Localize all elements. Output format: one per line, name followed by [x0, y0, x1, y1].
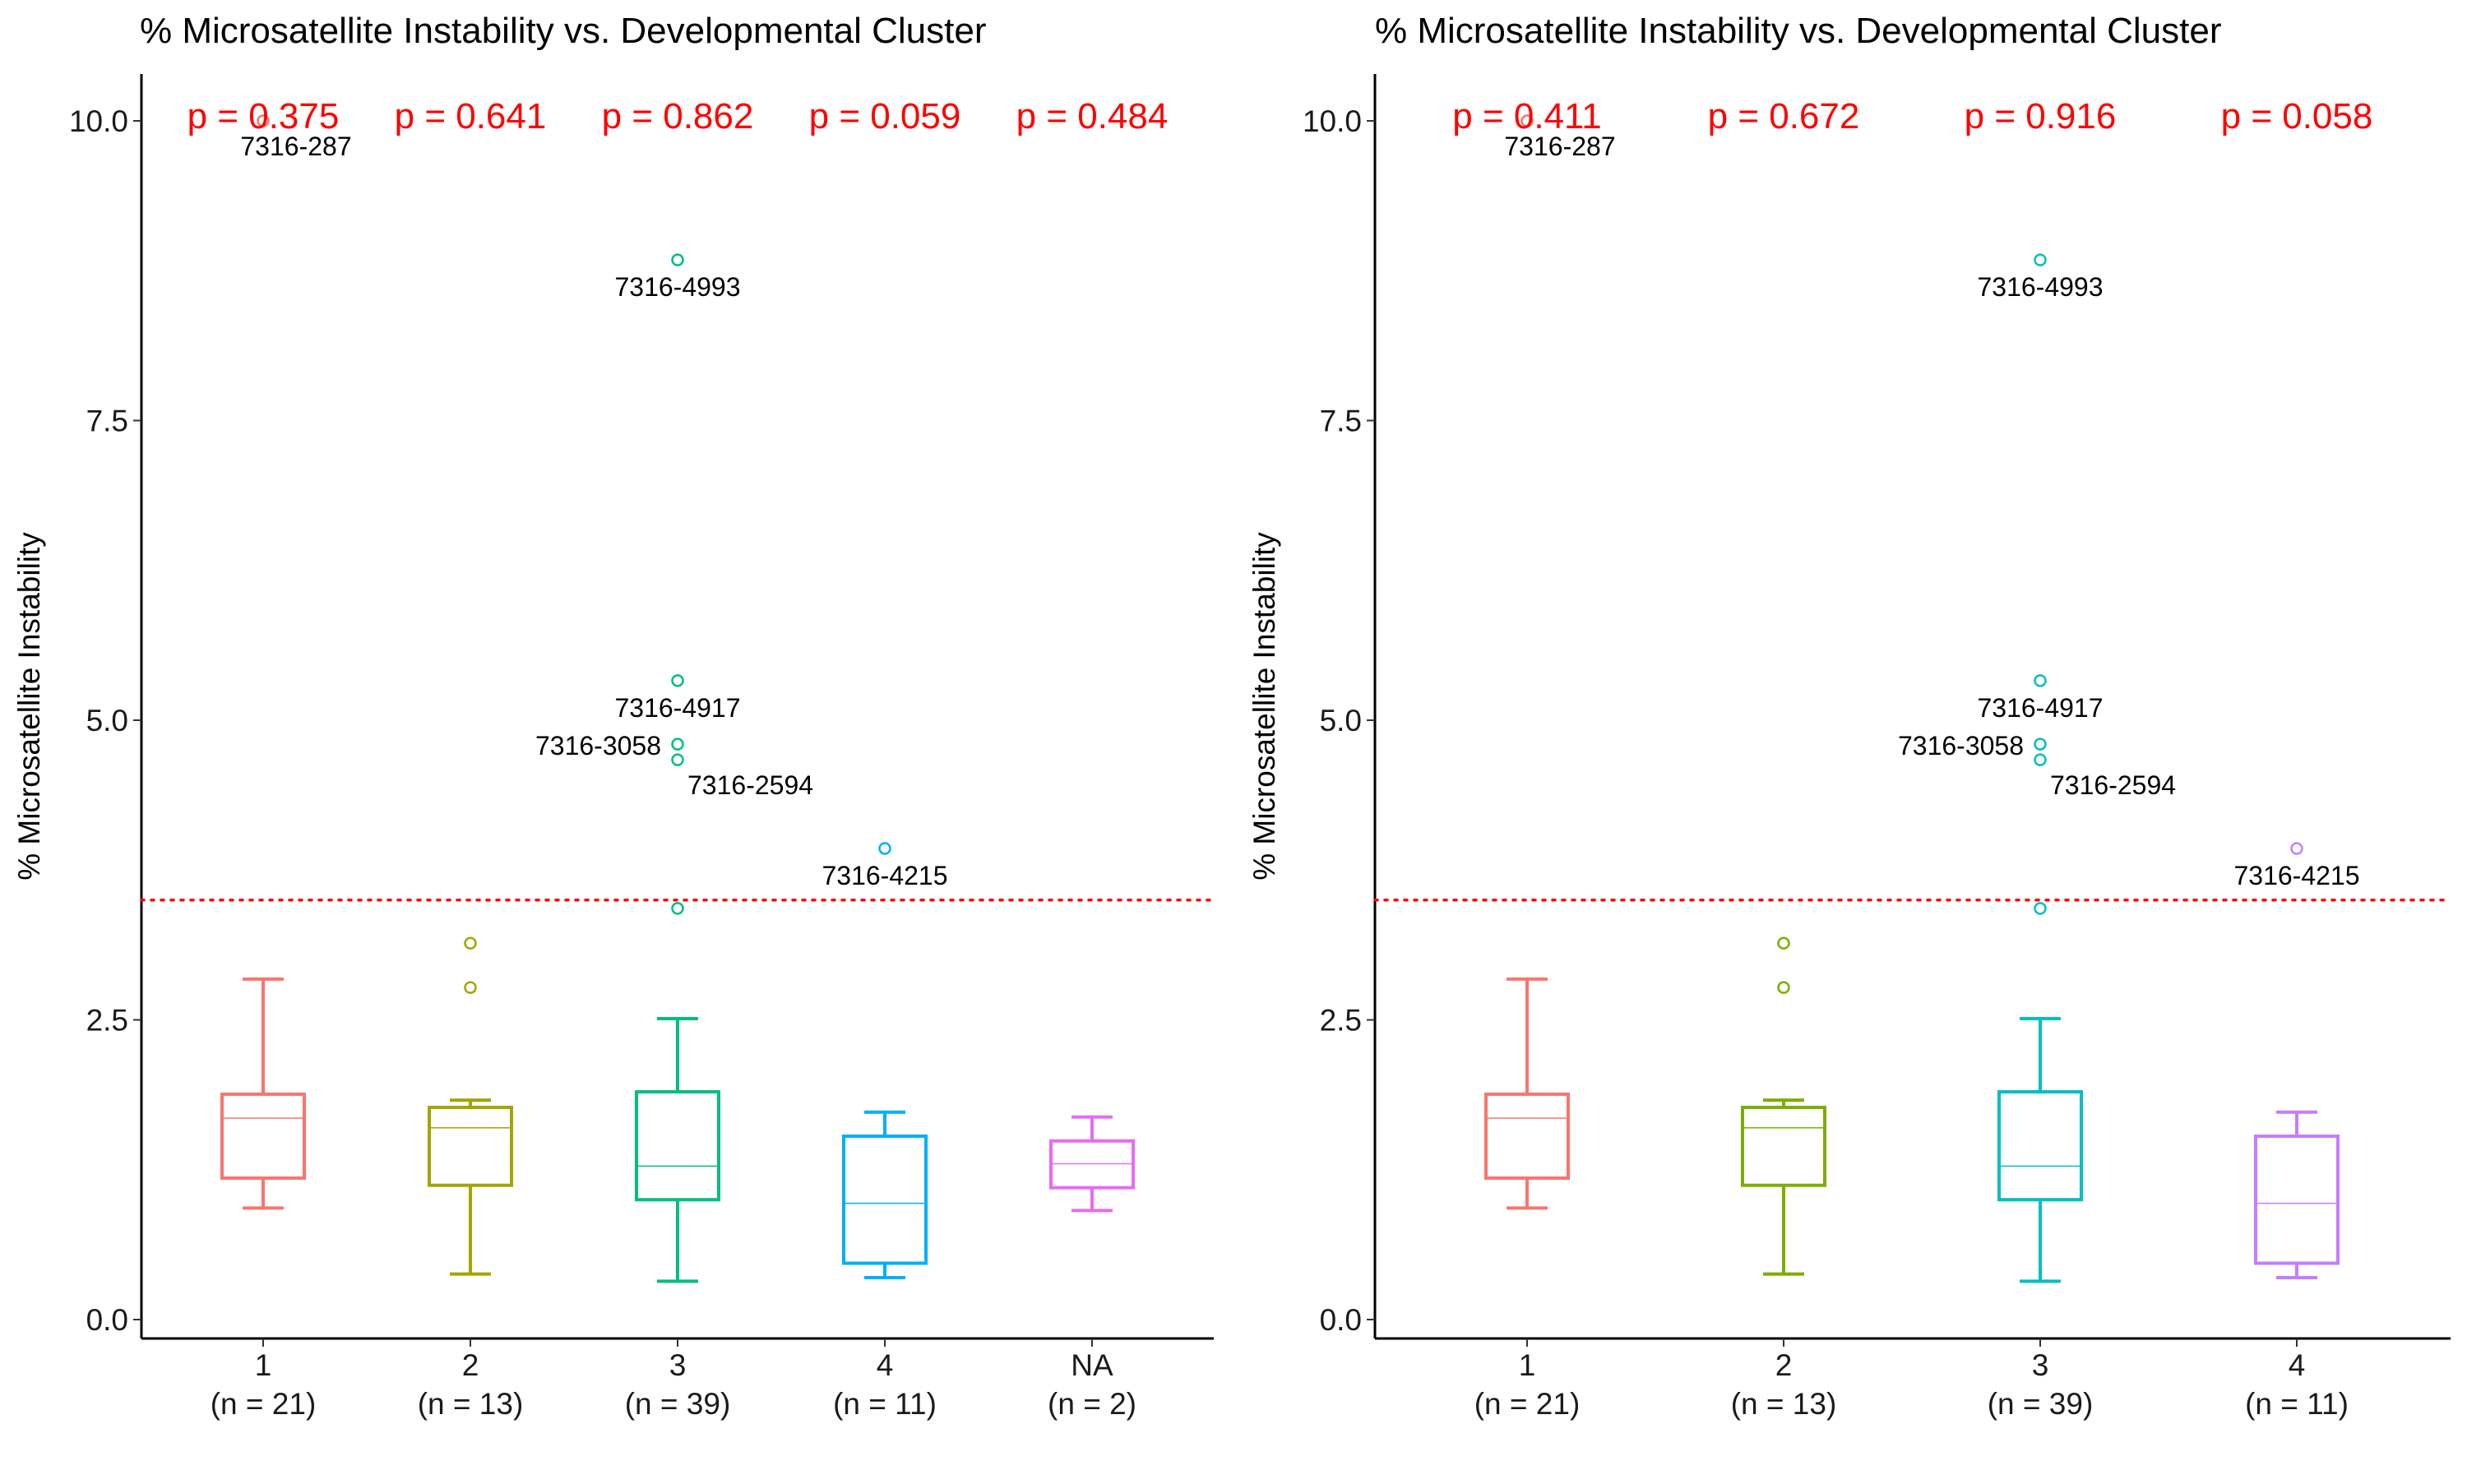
y-axis-title: % Microsatellite Instability — [1247, 532, 1281, 881]
y-tick-label: 2.5 — [86, 1004, 128, 1038]
box-body — [635, 1089, 720, 1202]
x-tick-label: 4 — [2289, 1348, 2306, 1382]
point-label: 7316-2594 — [687, 770, 813, 800]
outlier-point — [878, 842, 891, 855]
chart-panel-2: % Microsatellite Instability vs. Develop… — [1247, 11, 2452, 1421]
y-tick-label: 5.0 — [86, 704, 128, 737]
box-body — [2254, 1134, 2340, 1265]
x-tick-count: (n = 21) — [1474, 1387, 1581, 1421]
box-body — [428, 1105, 513, 1187]
y-tick-label: 7.5 — [1320, 405, 1362, 438]
box-category-2 — [428, 1098, 513, 1276]
point-label: 7316-4215 — [822, 861, 947, 890]
outlier-point — [671, 737, 684, 751]
x-tick-count: (n = 39) — [1988, 1387, 2094, 1421]
y-tick-label: 0.0 — [1320, 1303, 1362, 1337]
point-label: 7316-3058 — [1898, 731, 2024, 760]
box-category-2 — [1741, 1098, 1826, 1276]
point-label: 7316-4993 — [614, 272, 740, 302]
point-label: 7316-3058 — [535, 731, 661, 760]
chart-title: % Microsatellite Instability vs. Develop… — [140, 11, 987, 51]
point-label: 7316-2594 — [2050, 770, 2176, 800]
chart-panel-1: % Microsatellite Instability vs. Develop… — [12, 11, 1215, 1421]
outlier-point — [1520, 114, 1534, 127]
outlier-point — [2034, 253, 2047, 266]
box-category-3 — [635, 1017, 720, 1283]
x-tick-label: 2 — [1775, 1348, 1793, 1382]
box-category-3 — [1997, 1017, 2083, 1283]
x-tick-label: 2 — [462, 1348, 479, 1382]
p-value-label: p = 0.484 — [1016, 96, 1169, 136]
x-tick-count: (n = 11) — [833, 1387, 937, 1421]
x-tick-label: NA — [1071, 1348, 1113, 1382]
outlier-point — [671, 902, 684, 915]
x-tick-count: (n = 11) — [2245, 1387, 2349, 1421]
box-category-1 — [1484, 977, 1570, 1210]
x-tick-count: (n = 21) — [211, 1387, 317, 1421]
x-tick-label: 4 — [877, 1348, 894, 1382]
x-tick-label: 1 — [255, 1348, 272, 1382]
p-value-label: p = 0.058 — [2221, 96, 2373, 136]
outlier-point — [464, 936, 477, 950]
point-label: 7316-287 — [1504, 132, 1615, 161]
x-tick-count: (n = 2) — [1048, 1387, 1136, 1421]
chart-title: % Microsatellite Instability vs. Develop… — [1375, 11, 2222, 51]
y-tick-label: 2.5 — [1320, 1004, 1362, 1038]
y-tick-label: 0.0 — [86, 1303, 128, 1337]
p-value-label: p = 0.862 — [602, 96, 754, 136]
outlier-point — [464, 981, 477, 994]
box-body — [842, 1134, 928, 1265]
p-value-label: p = 0.375 — [187, 96, 340, 136]
x-tick-label: 1 — [1519, 1348, 1536, 1382]
x-tick-label: 3 — [2032, 1348, 2049, 1382]
y-tick-label: 10.0 — [69, 104, 128, 138]
p-value-label: p = 0.641 — [395, 96, 547, 136]
point-label: 7316-4215 — [2233, 861, 2359, 890]
box-body — [1997, 1089, 2083, 1202]
x-tick-count: (n = 39) — [625, 1387, 731, 1421]
box-body — [1741, 1105, 1826, 1187]
p-value-label: p = 0.411 — [1452, 96, 1601, 136]
outlier-point — [671, 674, 684, 687]
p-value-label: p = 0.916 — [1965, 96, 2117, 136]
outlier-point — [2034, 753, 2047, 766]
point-label: 7316-4917 — [614, 693, 740, 723]
outlier-point — [2034, 674, 2047, 687]
outlier-point — [671, 753, 684, 766]
outlier-point — [1777, 936, 1790, 950]
x-tick-count: (n = 13) — [418, 1387, 524, 1421]
x-tick-label: 3 — [669, 1348, 687, 1382]
y-axis-title: % Microsatellite Instability — [12, 532, 46, 881]
outlier-point — [257, 114, 270, 127]
outlier-point — [2034, 737, 2047, 751]
box-category-4 — [2254, 1110, 2340, 1279]
box-category-4 — [842, 1110, 928, 1279]
outlier-point — [2290, 842, 2303, 855]
box-body — [220, 1092, 306, 1180]
outlier-point — [671, 253, 684, 266]
p-value-label: p = 0.672 — [1708, 96, 1860, 136]
y-tick-label: 5.0 — [1320, 704, 1362, 737]
outlier-point — [2034, 902, 2047, 915]
box-category-NA — [1049, 1115, 1135, 1213]
x-tick-count: (n = 13) — [1731, 1387, 1837, 1421]
outlier-point — [1777, 981, 1790, 994]
y-tick-label: 10.0 — [1303, 104, 1362, 138]
p-value-label: p = 0.059 — [809, 96, 961, 136]
box-body — [1484, 1092, 1570, 1180]
point-label: 7316-287 — [240, 132, 351, 161]
y-tick-label: 7.5 — [86, 405, 128, 438]
point-label: 7316-4917 — [1977, 693, 2103, 723]
box-category-1 — [220, 977, 306, 1210]
point-label: 7316-4993 — [1977, 272, 2103, 302]
